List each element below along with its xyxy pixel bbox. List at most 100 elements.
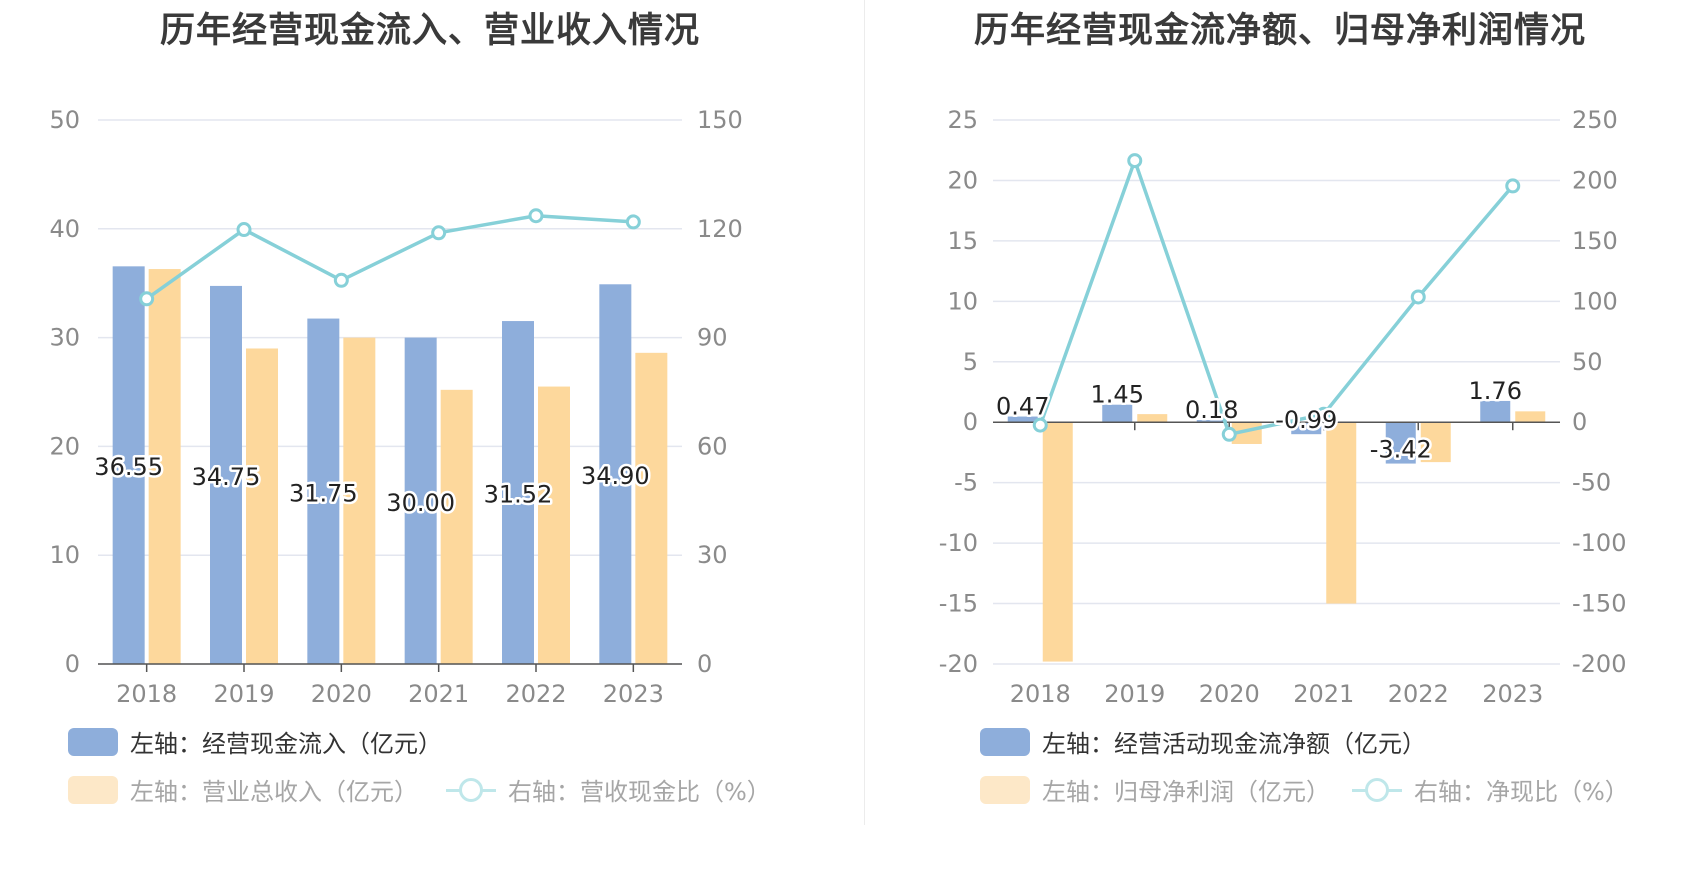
y-right-tick-label: 0 (1572, 408, 1587, 436)
bar-series-1 (112, 266, 145, 664)
y-left-tick-label: 25 (947, 106, 978, 134)
x-tick-label: 2021 (408, 680, 469, 708)
bar-series-1 (1480, 400, 1511, 423)
chart-canvas: -20 -200 -15 -150 -10 -100 -5 -50 0 0 5 50 10 100 15 15… (939, 106, 1627, 708)
x-tick-label: 2018 (1010, 680, 1071, 708)
ratio-point (1410, 289, 1426, 305)
y-right-tick-label: 50 (1572, 348, 1603, 376)
data-label: 34.90 (581, 462, 650, 490)
data-label: 34.75 (192, 463, 261, 491)
bar-series-2 (1515, 411, 1546, 423)
ratio-point (139, 291, 155, 307)
y-right-tick-label: 200 (1572, 166, 1618, 194)
bar-series-1 (1196, 420, 1227, 423)
legend-swatch-line-icon (1352, 776, 1402, 804)
y-left-tick-label: 15 (947, 227, 978, 255)
y-right-tick-label: 60 (697, 432, 728, 460)
y-left-tick-label: -5 (954, 469, 978, 497)
chart-title: 历年经营现金流净额、归母净利润情况 (973, 11, 1586, 51)
legend-item-net-operating-cash[interactable]: 左轴：经营活动现金流净额（亿元） (980, 724, 1426, 759)
legend-swatch-bar-icon (980, 775, 1030, 804)
legend-item-cash-inflow[interactable]: 左轴：经营现金流入（亿元） (68, 724, 442, 759)
y-right-tick-label: 250 (1572, 106, 1618, 134)
legend-label: 左轴：归母净利润（亿元） (1042, 778, 1330, 806)
y-left-tick-label: 50 (49, 106, 80, 134)
chart-canvas: 0 0 10 30 20 60 30 90 40 120 50 150 2018 2019 2020 2021… (49, 106, 743, 708)
bar-series-2 (1420, 422, 1451, 463)
x-tick-label: 2023 (1482, 680, 1543, 708)
data-label: 1.76 (1469, 377, 1522, 405)
y-right-tick-label: -50 (1572, 469, 1611, 497)
y-right-tick-label: 120 (697, 215, 743, 243)
y-left-tick-label: -10 (939, 529, 978, 557)
y-right-tick-label: 0 (697, 650, 712, 678)
ratio-line (145, 213, 634, 301)
y-left-tick-label: 20 (947, 166, 978, 194)
x-tick-label: 2019 (1104, 680, 1165, 708)
bar-series-2 (246, 348, 278, 664)
y-left-tick-label: 5 (963, 348, 978, 376)
data-label: 31.75 (289, 479, 358, 507)
y-left-tick-label: 40 (49, 215, 80, 243)
data-label: 0.18 (1185, 396, 1238, 424)
legend-swatch-bar-icon (68, 727, 118, 756)
chart-panel-netcash-profit: 历年经营现金流净额、归母净利润情况 -20 -200 -15 -150 -10 -100 -… (860, 0, 1700, 874)
legend-label: 左轴：经营现金流入（亿元） (130, 730, 442, 758)
legend-label: 左轴：营业总收入（亿元） (130, 778, 418, 806)
x-tick-label: 2022 (505, 680, 566, 708)
legend-label: 右轴：净现比（%） (1414, 778, 1629, 806)
legend-item-net-cash-ratio[interactable]: 右轴：净现比（%） (1352, 772, 1629, 807)
y-right-tick-label: -200 (1572, 650, 1626, 678)
legend-swatch-bar-icon (68, 775, 118, 804)
ratio-point (1316, 406, 1332, 422)
data-label: -0.99 (1275, 406, 1337, 434)
x-tick-label: 2019 (213, 680, 274, 708)
bar-series-2 (538, 386, 570, 664)
bar-series-1 (307, 318, 340, 664)
y-right-tick-label: 150 (697, 106, 743, 134)
bar-series-2 (1137, 414, 1168, 423)
bar-series-2 (1042, 422, 1073, 662)
y-right-tick-label: 90 (697, 324, 728, 352)
ratio-point (1221, 426, 1237, 442)
y-left-tick-label: -15 (939, 590, 978, 618)
bar-series-1 (599, 284, 632, 664)
data-label: 31.52 (484, 481, 553, 509)
legend-item-revenue-cash-ratio[interactable]: 右轴：营收现金比（%） (446, 772, 771, 807)
ratio-point (1127, 153, 1143, 169)
data-label: 1.45 (1091, 381, 1144, 409)
y-right-tick-label: -100 (1572, 529, 1626, 557)
x-tick-label: 2020 (1199, 680, 1260, 708)
legend-item-net-profit[interactable]: 左轴：归母净利润（亿元） (980, 772, 1330, 807)
y-left-tick-label: 10 (947, 287, 978, 315)
data-label: 36.55 (94, 453, 163, 481)
bar-series-1 (210, 285, 242, 664)
y-right-tick-label: 30 (697, 541, 728, 569)
y-left-tick-label: 30 (49, 324, 80, 352)
y-left-tick-label: 20 (49, 432, 80, 460)
data-label: -3.42 (1370, 436, 1432, 464)
bar-series-1 (1007, 416, 1038, 423)
bar-series-1 (1102, 404, 1133, 423)
y-right-tick-label: -150 (1572, 590, 1626, 618)
panel-divider (864, 0, 865, 825)
ratio-point (236, 222, 252, 238)
x-tick-label: 2022 (1388, 680, 1449, 708)
legend-item-revenue[interactable]: 左轴：营业总收入（亿元） (68, 772, 418, 807)
ratio-point (431, 225, 447, 241)
bar-series-2 (343, 337, 376, 664)
x-tick-label: 2018 (116, 680, 177, 708)
chart-title: 历年经营现金流入、营业收入情况 (159, 11, 700, 51)
y-left-tick-label: 0 (65, 650, 80, 678)
data-label: 0.47 (996, 393, 1049, 421)
legend-label: 右轴：营收现金比（%） (508, 778, 771, 806)
ratio-point (1505, 178, 1521, 194)
ratio-point (333, 272, 349, 288)
bar-series-2 (440, 389, 473, 664)
bar-series-2 (635, 352, 668, 664)
y-left-tick-label: -20 (939, 650, 978, 678)
ratio-point (625, 214, 641, 230)
x-tick-label: 2020 (311, 680, 372, 708)
y-left-tick-label: 10 (49, 541, 80, 569)
bar-series-1 (404, 337, 437, 664)
